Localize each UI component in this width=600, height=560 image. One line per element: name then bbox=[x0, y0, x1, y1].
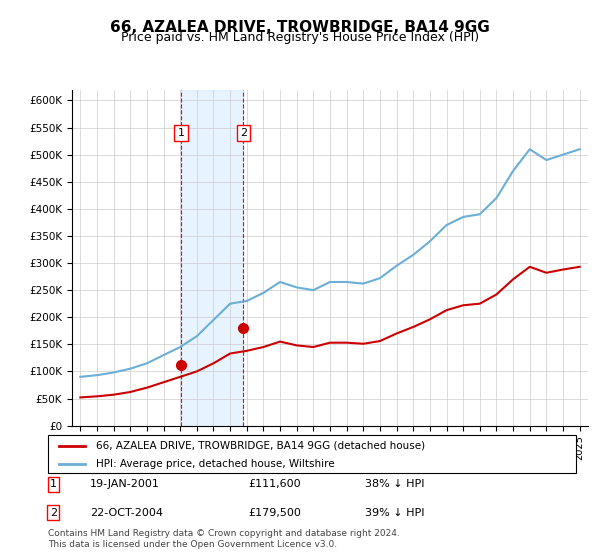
Text: 66, AZALEA DRIVE, TROWBRIDGE, BA14 9GG: 66, AZALEA DRIVE, TROWBRIDGE, BA14 9GG bbox=[110, 20, 490, 35]
Text: 1: 1 bbox=[50, 479, 57, 489]
Text: £179,500: £179,500 bbox=[248, 507, 302, 517]
Text: 2: 2 bbox=[50, 507, 57, 517]
Text: 1: 1 bbox=[178, 128, 185, 138]
Text: Contains HM Land Registry data © Crown copyright and database right 2024.
This d: Contains HM Land Registry data © Crown c… bbox=[48, 529, 400, 549]
Text: Price paid vs. HM Land Registry's House Price Index (HPI): Price paid vs. HM Land Registry's House … bbox=[121, 31, 479, 44]
Text: 2: 2 bbox=[240, 128, 247, 138]
Text: 22-OCT-2004: 22-OCT-2004 bbox=[90, 507, 163, 517]
Text: £111,600: £111,600 bbox=[248, 479, 301, 489]
Bar bbox=[181, 90, 244, 426]
Text: 66, AZALEA DRIVE, TROWBRIDGE, BA14 9GG (detached house): 66, AZALEA DRIVE, TROWBRIDGE, BA14 9GG (… bbox=[95, 441, 425, 451]
Text: 38% ↓ HPI: 38% ↓ HPI bbox=[365, 479, 424, 489]
Text: 19-JAN-2001: 19-JAN-2001 bbox=[90, 479, 160, 489]
Text: 39% ↓ HPI: 39% ↓ HPI bbox=[365, 507, 424, 517]
Text: HPI: Average price, detached house, Wiltshire: HPI: Average price, detached house, Wilt… bbox=[95, 459, 334, 469]
FancyBboxPatch shape bbox=[48, 435, 576, 473]
